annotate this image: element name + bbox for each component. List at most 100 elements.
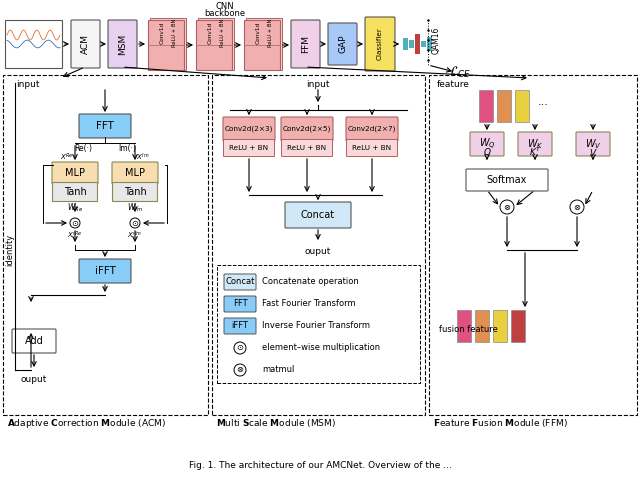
Text: Conv1d: Conv1d — [159, 22, 164, 44]
FancyBboxPatch shape — [113, 183, 157, 202]
Text: FFM: FFM — [301, 35, 310, 53]
Bar — [475, 310, 489, 342]
FancyBboxPatch shape — [52, 183, 97, 202]
Text: Inverse Fourier Transform: Inverse Fourier Transform — [262, 322, 370, 330]
Bar — [409, 40, 414, 48]
Text: feature: feature — [437, 79, 470, 88]
Bar — [403, 38, 408, 50]
Text: ReLU + BN: ReLU + BN — [172, 19, 177, 47]
Bar — [429, 75, 637, 415]
Bar — [244, 20, 280, 70]
Text: ouput: ouput — [305, 248, 331, 257]
Text: element–wise multiplication: element–wise multiplication — [262, 344, 380, 352]
Text: input: input — [16, 79, 40, 88]
Bar — [493, 310, 507, 342]
Bar — [457, 310, 471, 342]
FancyBboxPatch shape — [112, 162, 158, 184]
Text: $V$: $V$ — [589, 147, 597, 158]
Text: ⊗: ⊗ — [573, 203, 580, 211]
Text: $W_{Re}$: $W_{Re}$ — [67, 202, 83, 214]
Text: ReLU + BN: ReLU + BN — [229, 145, 269, 151]
FancyBboxPatch shape — [365, 17, 395, 71]
Text: ReLU + BN: ReLU + BN — [268, 19, 273, 47]
Text: $X'^{Re}$: $X'^{Re}$ — [67, 229, 83, 240]
Text: CNN: CNN — [216, 1, 234, 11]
Text: $\mathbf{A}$daptive $\mathbf{C}$orrection $\mathbf{M}$odule (ACM): $\mathbf{A}$daptive $\mathbf{C}$orrectio… — [7, 416, 166, 430]
Text: Classifier: Classifier — [377, 28, 383, 60]
Text: Concat: Concat — [301, 210, 335, 220]
Text: FFT: FFT — [233, 300, 247, 308]
FancyBboxPatch shape — [223, 140, 275, 156]
FancyBboxPatch shape — [282, 140, 333, 156]
FancyBboxPatch shape — [291, 20, 320, 68]
FancyBboxPatch shape — [281, 117, 333, 141]
Text: input: input — [307, 79, 330, 88]
Text: $\mathcal{L}_{CE}$: $\mathcal{L}_{CE}$ — [449, 65, 471, 79]
FancyBboxPatch shape — [518, 132, 552, 156]
Text: Tanh: Tanh — [124, 187, 147, 197]
Text: $\mathbf{M}$ulti $\mathbf{S}$cale $\mathbf{M}$odule (MSM): $\mathbf{M}$ulti $\mathbf{S}$cale $\math… — [216, 417, 336, 429]
Text: $W_{Im}$: $W_{Im}$ — [127, 202, 143, 214]
Text: iFFT: iFFT — [95, 266, 115, 276]
Bar — [148, 20, 184, 70]
FancyBboxPatch shape — [285, 202, 351, 228]
Text: $W_V$: $W_V$ — [585, 137, 602, 151]
Text: ReLU + BN: ReLU + BN — [353, 145, 392, 151]
FancyBboxPatch shape — [224, 318, 256, 334]
FancyBboxPatch shape — [79, 259, 131, 283]
Text: Conv2d(2×7): Conv2d(2×7) — [348, 126, 396, 132]
Text: GAP: GAP — [338, 35, 347, 53]
Text: matmul: matmul — [262, 366, 294, 374]
FancyBboxPatch shape — [470, 132, 504, 156]
Text: ···: ··· — [538, 100, 548, 110]
Text: ReLU + BN: ReLU + BN — [287, 145, 326, 151]
Text: Fig. 1. The architecture of our AMCNet. Overview of the ...: Fig. 1. The architecture of our AMCNet. … — [189, 461, 451, 470]
FancyBboxPatch shape — [346, 140, 397, 156]
Text: FFT: FFT — [96, 121, 114, 131]
Text: $\mathbf{F}$eature $\mathbf{F}$usion $\mathbf{M}$odule (FFM): $\mathbf{F}$eature $\mathbf{F}$usion $\m… — [433, 417, 568, 429]
Text: Conv2d(2×3): Conv2d(2×3) — [225, 126, 273, 132]
Text: Conv1d: Conv1d — [255, 22, 260, 44]
FancyBboxPatch shape — [224, 296, 256, 312]
Text: Tanh: Tanh — [63, 187, 86, 197]
Text: $X^{Im}$: $X^{Im}$ — [136, 152, 150, 163]
Text: ReLU + BN: ReLU + BN — [220, 19, 225, 47]
Text: Fast Fourier Transform: Fast Fourier Transform — [262, 300, 356, 308]
Text: ⊗: ⊗ — [237, 366, 243, 374]
Text: QAM16: QAM16 — [431, 26, 440, 54]
Text: identity: identity — [6, 234, 15, 266]
Text: MSM: MSM — [118, 33, 127, 54]
Text: Im(·): Im(·) — [118, 143, 136, 152]
Text: $X'^{Im}$: $X'^{Im}$ — [127, 229, 143, 240]
Text: backbone: backbone — [204, 9, 246, 18]
Bar — [217, 265, 420, 383]
Bar — [497, 90, 511, 122]
Bar — [415, 34, 420, 54]
FancyBboxPatch shape — [328, 23, 357, 65]
Text: ouput: ouput — [21, 376, 47, 384]
FancyBboxPatch shape — [108, 20, 137, 68]
Text: MLP: MLP — [65, 168, 85, 178]
Text: Conv1d: Conv1d — [207, 22, 212, 44]
FancyBboxPatch shape — [79, 114, 131, 138]
FancyBboxPatch shape — [223, 117, 275, 141]
FancyBboxPatch shape — [466, 169, 548, 191]
FancyBboxPatch shape — [224, 274, 256, 290]
Bar — [515, 90, 529, 122]
Text: Concat: Concat — [225, 278, 255, 286]
Text: $Q$: $Q$ — [483, 146, 492, 158]
Bar — [511, 310, 525, 342]
Bar — [196, 20, 232, 70]
FancyBboxPatch shape — [71, 20, 100, 68]
Text: Concatenate operation: Concatenate operation — [262, 278, 359, 286]
Text: Conv2d(2×5): Conv2d(2×5) — [283, 126, 331, 132]
Bar — [421, 41, 426, 47]
Bar — [198, 18, 234, 70]
FancyBboxPatch shape — [576, 132, 610, 156]
Text: iFFT: iFFT — [232, 322, 248, 330]
Text: ⊙: ⊙ — [131, 218, 138, 228]
Text: MLP: MLP — [125, 168, 145, 178]
FancyBboxPatch shape — [346, 117, 398, 141]
FancyBboxPatch shape — [52, 162, 98, 184]
Bar — [427, 37, 432, 51]
